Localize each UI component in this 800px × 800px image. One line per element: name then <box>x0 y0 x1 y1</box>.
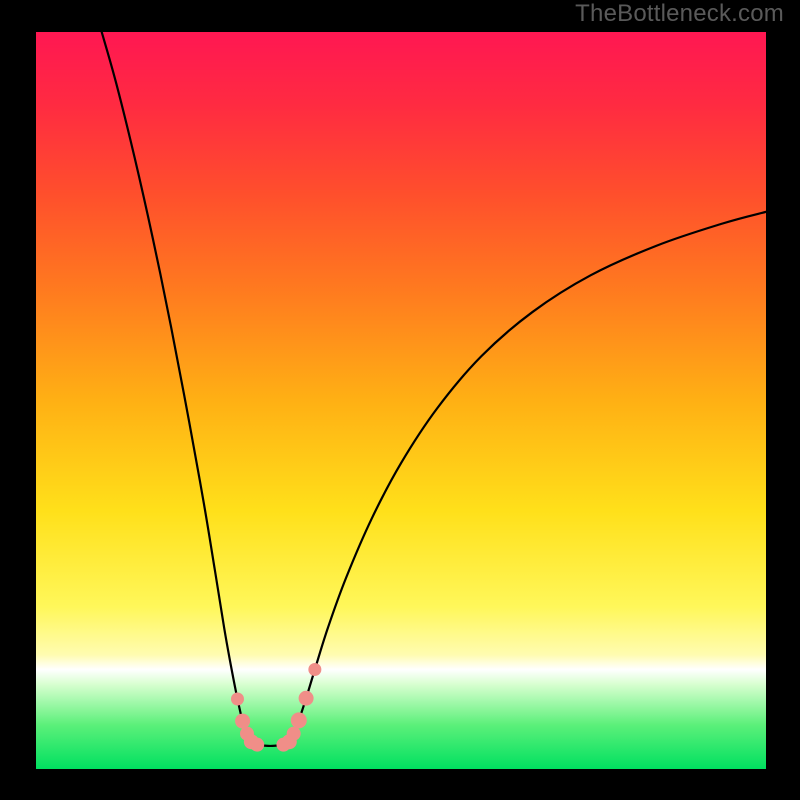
chart-root: TheBottleneck.com <box>0 0 800 800</box>
curve-marker <box>287 727 301 741</box>
curve-marker <box>235 714 250 729</box>
watermark-label: TheBottleneck.com <box>575 0 784 28</box>
gradient-background <box>36 32 766 769</box>
curve-marker <box>291 712 307 728</box>
curve-marker <box>250 738 264 752</box>
curve-marker <box>299 691 314 706</box>
plot-area <box>36 32 766 769</box>
curve-marker <box>308 663 321 676</box>
curve-marker <box>231 692 244 705</box>
plot-svg <box>36 32 766 769</box>
